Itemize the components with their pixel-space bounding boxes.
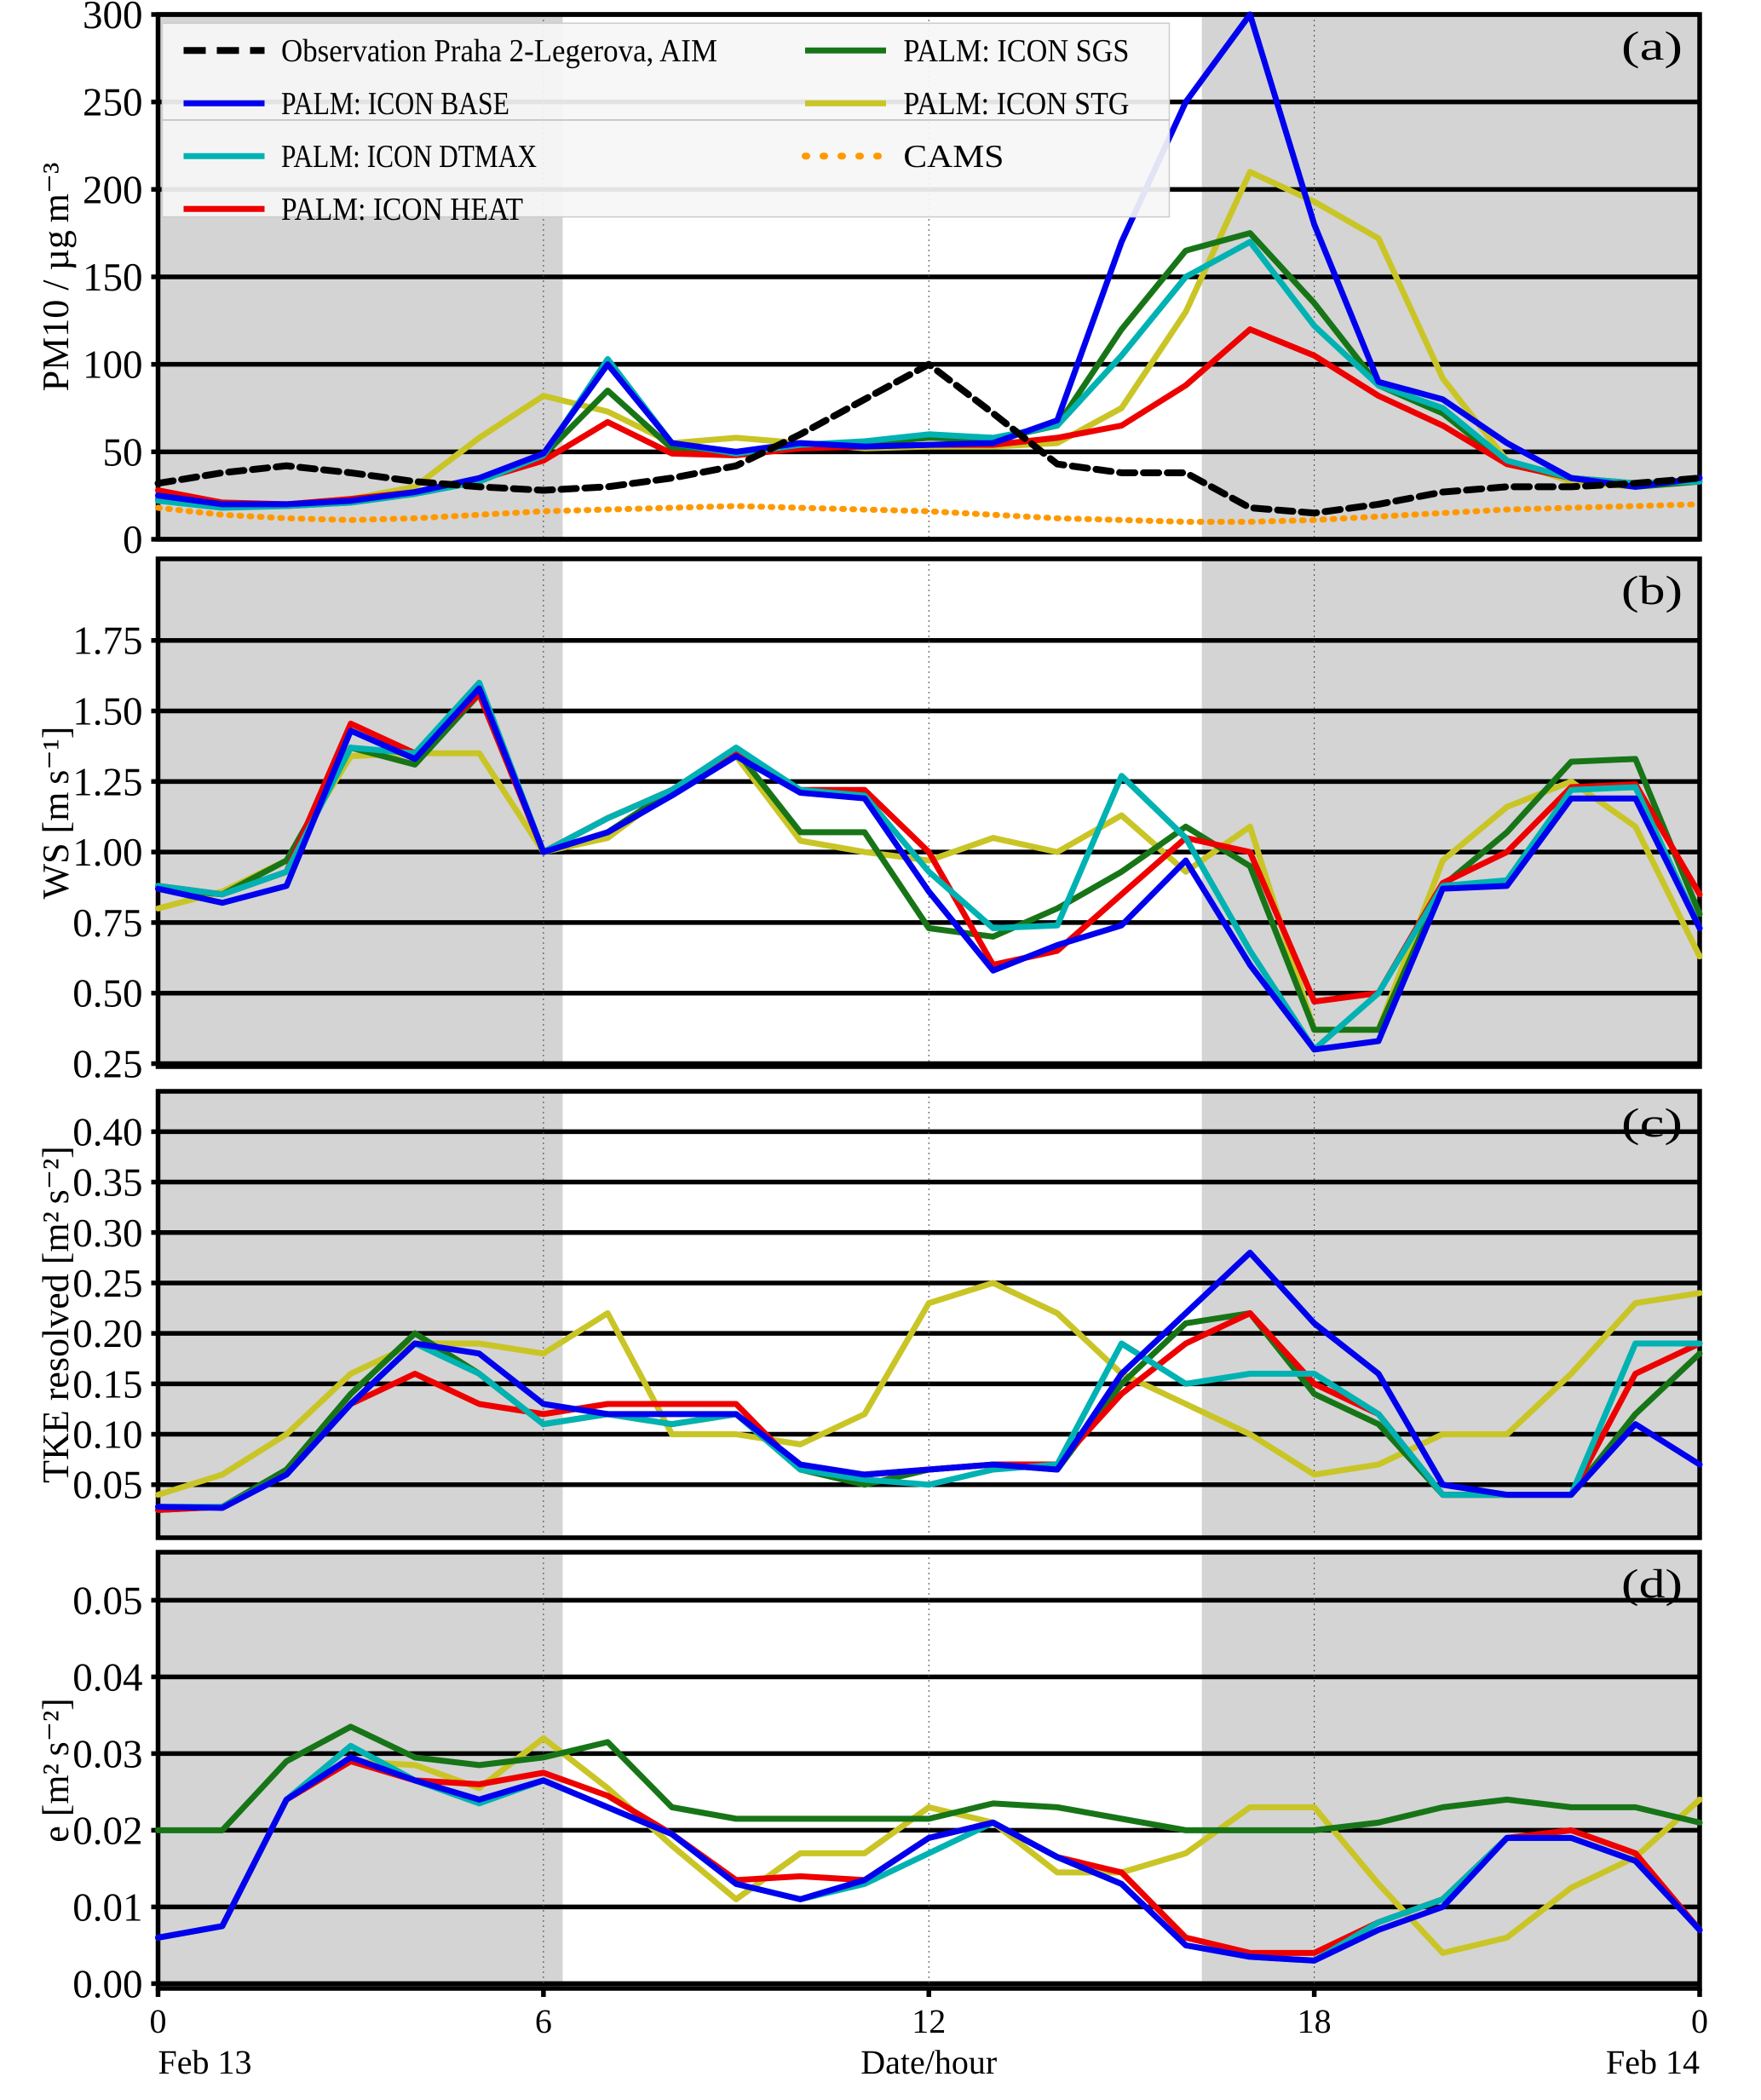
svg-text:0.75: 0.75 [72, 901, 142, 946]
svg-text:Observation Praha 2-Legerova,: Observation Praha 2-Legerova, AIM [281, 33, 717, 69]
svg-text:0.02: 0.02 [72, 1809, 142, 1853]
svg-text:Feb 14: Feb 14 [1606, 2043, 1700, 2081]
svg-text:0.00: 0.00 [72, 1962, 142, 2006]
svg-text:0.05: 0.05 [72, 1579, 142, 1623]
svg-text:0: 0 [123, 518, 143, 562]
svg-text:1.00: 1.00 [72, 831, 142, 875]
svg-text:0.20: 0.20 [72, 1312, 142, 1356]
svg-text:PALM: ICON HEAT: PALM: ICON HEAT [281, 192, 523, 227]
svg-text:(c): (c) [1621, 1101, 1683, 1146]
svg-text:1.75: 1.75 [72, 619, 142, 664]
svg-text:0.03: 0.03 [72, 1732, 142, 1776]
svg-text:0.10: 0.10 [72, 1413, 142, 1458]
svg-text:0.50: 0.50 [72, 972, 142, 1016]
svg-text:0.25: 0.25 [72, 1042, 142, 1086]
svg-text:0.15: 0.15 [72, 1362, 142, 1407]
svg-text:CAMS: CAMS [903, 139, 1004, 175]
svg-text:0.01: 0.01 [72, 1885, 142, 1930]
svg-text:200: 200 [83, 168, 143, 212]
svg-text:12: 12 [912, 2002, 946, 2040]
svg-text:TKE resolved [m² s⁻²]: TKE resolved [m² s⁻²] [35, 1146, 77, 1483]
svg-text:300: 300 [83, 0, 143, 37]
svg-text:1.25: 1.25 [72, 760, 142, 804]
svg-text:0.04: 0.04 [72, 1655, 142, 1700]
svg-text:PALM: ICON STG: PALM: ICON STG [903, 86, 1129, 122]
svg-text:(b): (b) [1621, 568, 1683, 613]
svg-text:Date/hour: Date/hour [860, 2043, 997, 2081]
svg-text:0: 0 [1691, 2002, 1708, 2040]
svg-text:0.40: 0.40 [72, 1110, 142, 1154]
svg-text:e [m² s⁻²]: e [m² s⁻²] [35, 1698, 77, 1843]
svg-text:100: 100 [83, 343, 143, 388]
svg-text:250: 250 [83, 81, 143, 125]
svg-text:6: 6 [535, 2002, 552, 2040]
svg-text:PALM: ICON BASE: PALM: ICON BASE [281, 86, 509, 122]
svg-text:PALM: ICON SGS: PALM: ICON SGS [903, 33, 1129, 69]
svg-text:0.30: 0.30 [72, 1211, 142, 1256]
svg-text:WS [m s⁻¹]: WS [m s⁻¹] [35, 727, 77, 900]
svg-text:0.05: 0.05 [72, 1464, 142, 1508]
svg-text:50: 50 [103, 430, 143, 475]
svg-text:Feb 13: Feb 13 [158, 2043, 252, 2081]
svg-text:0.35: 0.35 [72, 1161, 142, 1205]
svg-text:PM10 / µg m⁻³: PM10 / µg m⁻³ [35, 163, 77, 392]
svg-text:(d): (d) [1621, 1562, 1683, 1607]
svg-text:18: 18 [1298, 2002, 1332, 2040]
svg-text:0.25: 0.25 [72, 1262, 142, 1306]
svg-text:0: 0 [150, 2002, 167, 2040]
svg-text:(a): (a) [1621, 24, 1683, 69]
svg-text:1.50: 1.50 [72, 690, 142, 734]
svg-text:PALM: ICON DTMAX: PALM: ICON DTMAX [281, 139, 537, 175]
svg-text:150: 150 [83, 256, 143, 300]
